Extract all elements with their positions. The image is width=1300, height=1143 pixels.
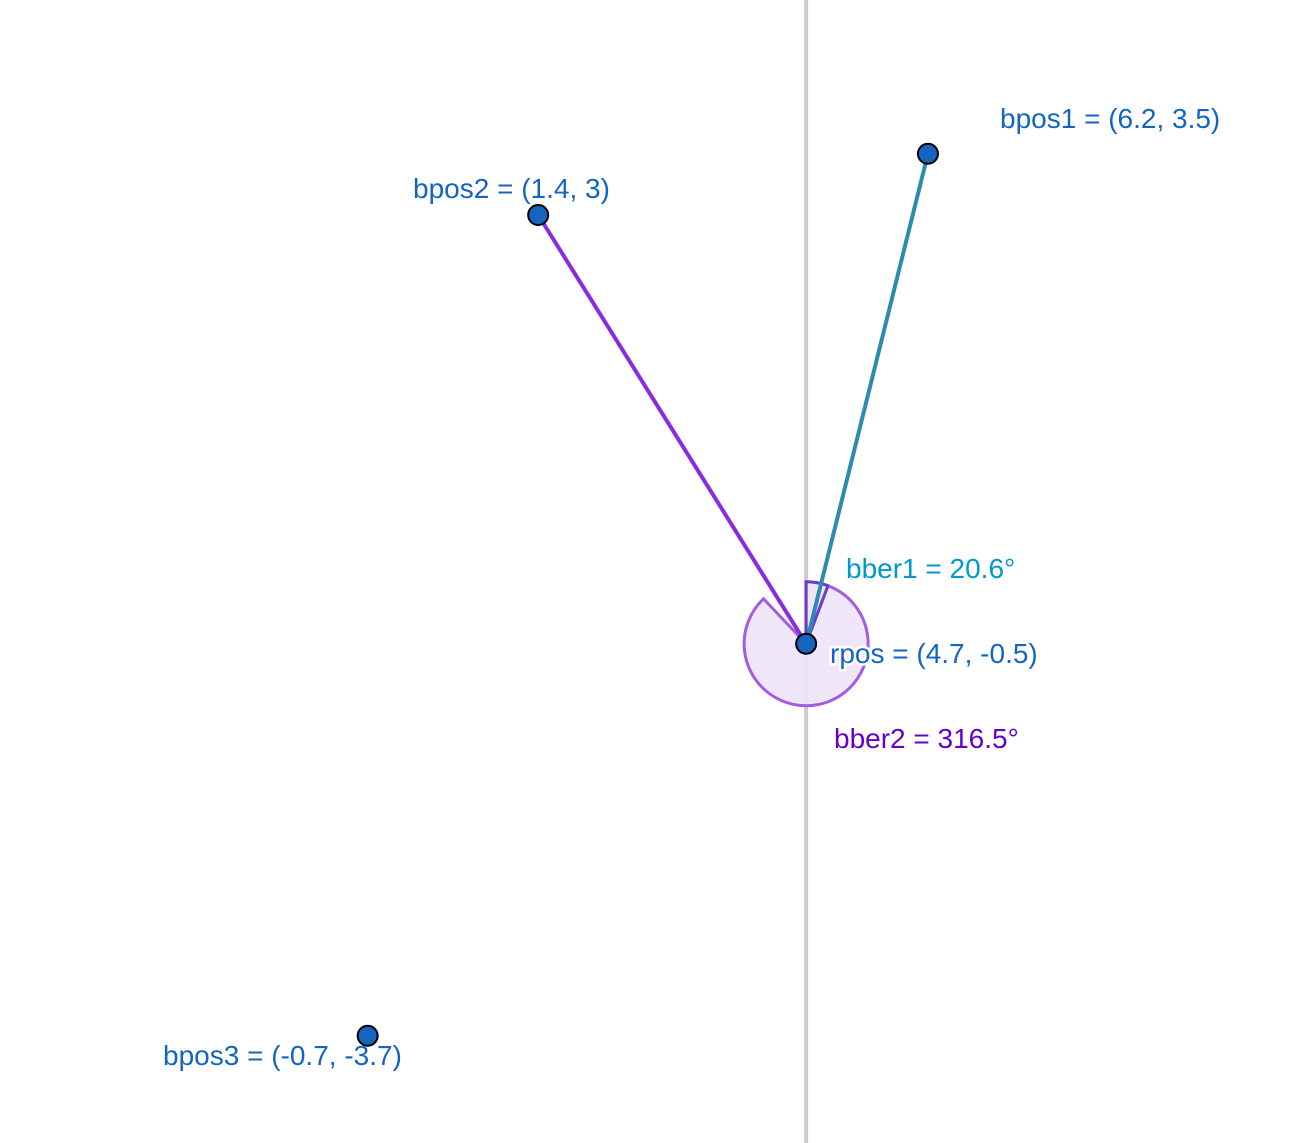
label-bpos2: bpos2 = (1.4, 3) — [413, 173, 610, 204]
point-bpos2[interactable] — [527, 204, 550, 226]
segment-rpos-bpos2[interactable] — [536, 213, 808, 645]
label-bber1: bber1 = 20.6° — [846, 553, 1015, 584]
label-rpos: rpos = (4.7, -0.5) — [830, 638, 1038, 669]
point-bpos3[interactable] — [356, 1024, 379, 1047]
point-rpos[interactable] — [795, 632, 818, 655]
label-bpos3: bpos3 = (-0.7, -3.7) — [163, 1040, 402, 1071]
label-bpos1: bpos1 = (6.2, 3.5) — [1000, 103, 1220, 134]
label-bber2: bber2 = 316.5° — [834, 723, 1019, 754]
segment-rpos-bpos1[interactable] — [804, 153, 930, 645]
point-bpos1[interactable] — [916, 142, 939, 165]
